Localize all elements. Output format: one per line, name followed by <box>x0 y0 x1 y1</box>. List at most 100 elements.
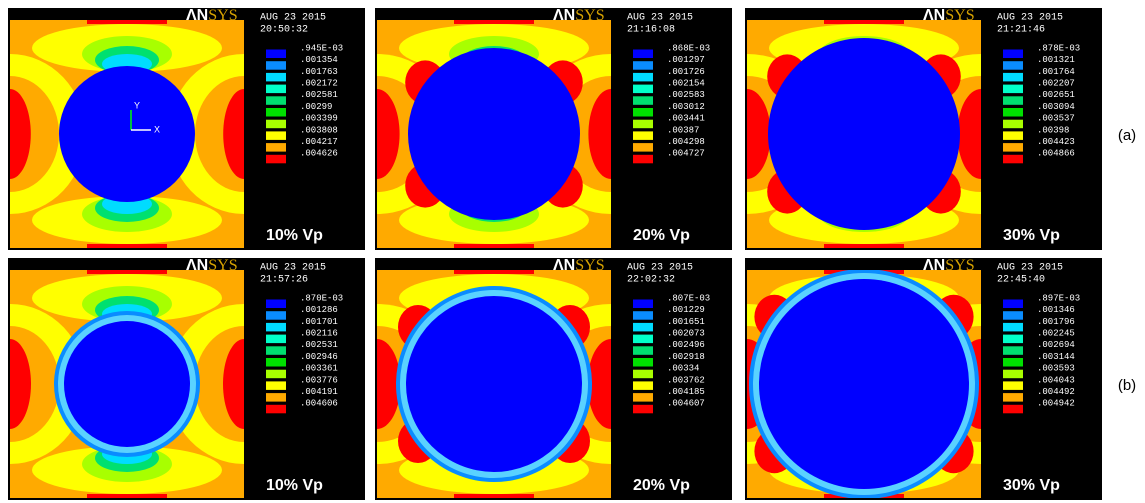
legend-swatch <box>1003 405 1023 414</box>
time: 21:57:26 <box>260 275 308 286</box>
caption: 10% Vp <box>266 477 323 494</box>
legend-swatch <box>266 300 286 309</box>
legend-value: .003094 <box>1037 102 1075 112</box>
inclusion <box>768 38 960 230</box>
legend-swatch <box>633 335 653 344</box>
legend-value: .004043 <box>1037 375 1075 385</box>
date: AUG 23 2015 <box>260 263 326 274</box>
logo: ΛNSYS <box>923 257 975 275</box>
caption: 30% Vp <box>1003 477 1060 494</box>
legend-swatch <box>633 311 653 320</box>
legend-swatch <box>266 311 286 320</box>
legend-value: .003537 <box>1037 114 1075 124</box>
legend-swatch <box>266 381 286 390</box>
legend-swatch <box>633 120 653 129</box>
time: 21:21:46 <box>997 25 1045 36</box>
legend-value: .003776 <box>300 375 338 385</box>
legend-value: .00387 <box>667 125 699 135</box>
legend-value: .001321 <box>1037 55 1075 65</box>
red-strip <box>87 244 167 248</box>
legend-value: .003144 <box>1037 352 1075 362</box>
legend-value: .001763 <box>300 67 338 77</box>
logo-part: SYS <box>945 7 974 24</box>
legend-swatch <box>266 358 286 367</box>
red-strip <box>824 244 904 248</box>
legend-swatch <box>633 50 653 59</box>
time: 20:50:32 <box>260 25 308 36</box>
legend-value: .003012 <box>667 102 705 112</box>
legend-swatch <box>266 131 286 140</box>
legend-swatch <box>266 143 286 152</box>
legend-swatch <box>266 96 286 105</box>
red-strip <box>454 270 534 274</box>
inclusion <box>759 279 969 489</box>
legend-value: .004298 <box>667 137 705 147</box>
legend-value: .897E-03 <box>1037 293 1080 303</box>
legend-value: .004942 <box>1037 399 1075 409</box>
caption: 20% Vp <box>633 477 690 494</box>
logo-part: SYS <box>208 257 237 274</box>
legend-value: .003399 <box>300 114 338 124</box>
legend-swatch <box>266 61 286 69</box>
legend-swatch <box>266 370 286 379</box>
legend-swatch <box>1003 120 1023 129</box>
red-strip <box>824 20 904 24</box>
date: AUG 23 2015 <box>627 13 693 24</box>
inclusion <box>64 321 190 447</box>
legend-value: .004423 <box>1037 137 1075 147</box>
legend-value: .002531 <box>300 340 338 350</box>
legend-swatch <box>633 85 653 94</box>
legend-value: .001354 <box>300 55 338 65</box>
legend-swatch <box>1003 131 1023 140</box>
logo-part: ΛN <box>923 257 945 274</box>
legend-swatch <box>633 405 653 414</box>
legend-swatch <box>1003 61 1023 69</box>
legend-value: .001297 <box>667 55 705 65</box>
legend-swatch <box>633 131 653 140</box>
logo: ΛNSYS <box>186 7 238 25</box>
legend-swatch <box>266 335 286 344</box>
red-strip <box>87 20 167 24</box>
legend-swatch <box>1003 311 1023 320</box>
time: 22:02:32 <box>627 275 675 286</box>
legend-swatch <box>266 108 286 117</box>
legend-swatch <box>633 96 653 105</box>
legend-value: .004606 <box>300 399 338 409</box>
legend-swatch <box>1003 335 1023 344</box>
inclusion <box>406 296 582 472</box>
logo: ΛNSYS <box>923 7 975 25</box>
legend-value: .002207 <box>1037 78 1075 88</box>
legend-swatch <box>633 108 653 117</box>
legend-value: .003361 <box>300 364 338 374</box>
legend-value: .945E-03 <box>300 43 343 53</box>
legend-value: .004185 <box>667 387 705 397</box>
legend-value: .003441 <box>667 114 705 124</box>
row-label: (a) <box>1118 127 1136 144</box>
legend-swatch <box>633 346 653 355</box>
legend-value: .004607 <box>667 399 705 409</box>
axis-label: X <box>154 124 160 134</box>
logo-part: SYS <box>575 7 604 24</box>
legend-value: .002245 <box>1037 328 1075 338</box>
legend-swatch <box>1003 73 1023 82</box>
legend-value: .00334 <box>667 364 699 374</box>
legend-swatch <box>266 346 286 355</box>
legend-swatch <box>633 300 653 309</box>
legend-swatch <box>266 120 286 129</box>
legend-value: .004626 <box>300 149 338 159</box>
legend-swatch <box>633 73 653 82</box>
legend-value: .870E-03 <box>300 293 343 303</box>
red-strip <box>454 494 534 498</box>
legend-value: .002583 <box>667 90 705 100</box>
logo-part: ΛN <box>553 257 575 274</box>
legend-value: .002172 <box>300 78 338 88</box>
legend-swatch <box>1003 50 1023 59</box>
caption: 10% Vp <box>266 227 323 244</box>
legend-swatch <box>1003 381 1023 390</box>
legend-swatch <box>633 155 653 164</box>
logo-part: SYS <box>208 7 237 24</box>
contour-panel: ΛNSYSAUG 23 201521:57:26.870E-03.001286.… <box>0 257 365 500</box>
date: AUG 23 2015 <box>997 13 1063 24</box>
legend-swatch <box>1003 96 1023 105</box>
